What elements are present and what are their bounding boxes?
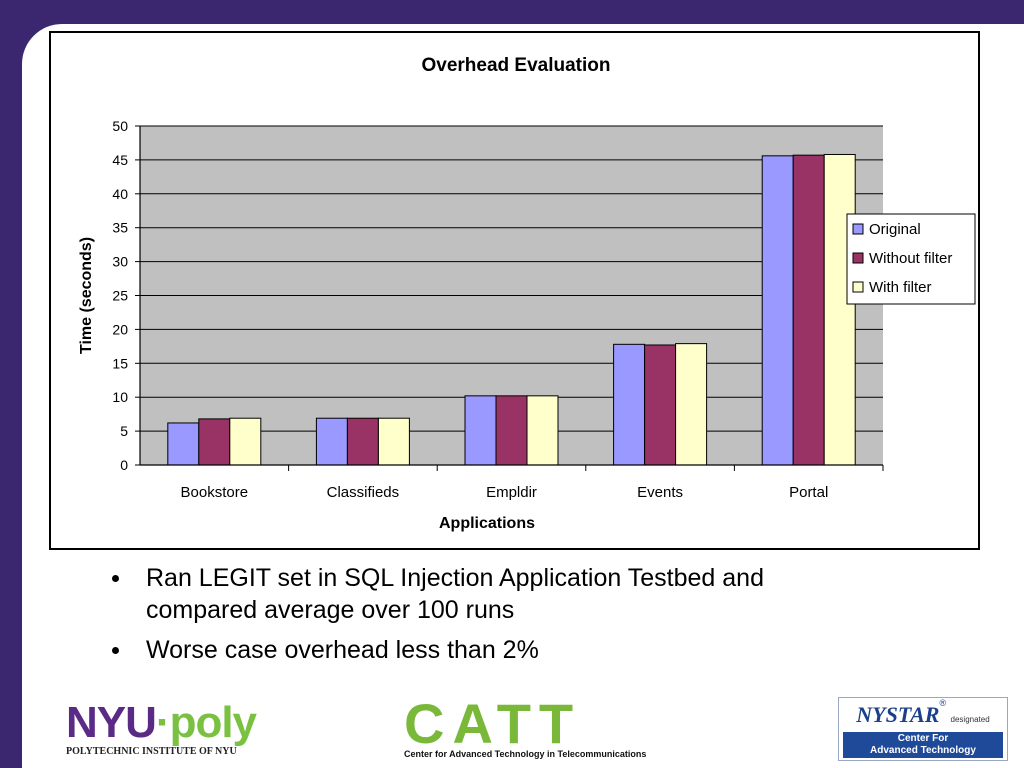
bullet-dot xyxy=(112,575,119,582)
nyu-poly-wordmark: NYU·poly xyxy=(66,698,257,747)
y-tick-label: 0 xyxy=(120,457,128,473)
bar-chart: 0 5 10 15 20 25 30 35 40 45 50 Bookstore Classifieds… xyxy=(78,55,976,532)
x-tick-label: Events xyxy=(637,484,683,501)
legend-box xyxy=(846,213,976,305)
nystar-band: Center For Advanced Technology xyxy=(843,732,1003,758)
chart-frame: 0 5 10 15 20 25 30 35 40 45 50 Bookstore Classifieds… xyxy=(49,31,980,550)
y-tick-label: 5 xyxy=(120,423,128,439)
bullet-text: Worse case overhead less than 2% xyxy=(146,636,539,664)
bar xyxy=(495,395,528,466)
legend-label: Original xyxy=(869,221,921,238)
bar xyxy=(526,395,559,466)
x-axis-title: Applications xyxy=(439,515,535,532)
bullet-dot xyxy=(112,647,119,654)
nystar-logo: NYSTAR® designated Center For Advanced T… xyxy=(838,697,1008,761)
bar xyxy=(377,417,410,466)
y-tick-label: 20 xyxy=(112,321,128,337)
bar xyxy=(198,418,231,466)
bullet-list: Ran LEGIT set in SQL Injection Applicati… xyxy=(112,562,872,674)
bar xyxy=(675,343,708,466)
x-tick-label: Classifieds xyxy=(327,484,400,501)
x-tick-label: Empldir xyxy=(486,484,537,501)
bar xyxy=(346,417,379,466)
nyu-poly-subtitle: POLYTECHNIC INSTITUTE OF NYU xyxy=(66,746,237,757)
bar xyxy=(167,422,200,466)
bullet-text: Ran LEGIT set in SQL Injection Applicati… xyxy=(146,564,764,624)
legend-swatch xyxy=(852,281,864,293)
bar xyxy=(761,155,794,466)
y-tick-label: 35 xyxy=(112,220,128,236)
nystar-wordmark: NYSTAR xyxy=(856,702,940,727)
nystar-line1: Center For xyxy=(897,733,949,744)
bar xyxy=(792,154,825,466)
y-tick-label: 45 xyxy=(112,152,128,168)
x-tick-label: Bookstore xyxy=(181,484,249,501)
bar xyxy=(823,153,856,466)
registered-mark: ® xyxy=(939,698,947,708)
nyu-poly-logo: NYU·poly POLYTECHNIC INSTITUTE OF NYU xyxy=(66,700,257,762)
legend-label: With filter xyxy=(869,279,932,296)
nystar-line2: Advanced Technology xyxy=(870,745,976,756)
nystar-designated: designated xyxy=(950,715,990,724)
bullet-item: Worse case overhead less than 2% xyxy=(112,634,872,666)
y-tick-label: 15 xyxy=(112,355,128,371)
bar xyxy=(315,417,348,466)
y-tick-label: 25 xyxy=(112,288,128,304)
catt-subtitle: Center for Advanced Technology in Teleco… xyxy=(404,749,647,759)
x-tick-label: Portal xyxy=(789,484,828,501)
bar xyxy=(464,395,497,466)
legend-swatch xyxy=(852,223,864,235)
y-tick-label: 10 xyxy=(112,389,128,405)
catt-logo: CATT Center for Advanced Technology in T… xyxy=(402,694,672,764)
catt-wordmark: CATT xyxy=(404,692,582,755)
y-tick-label: 30 xyxy=(112,254,128,270)
bar xyxy=(644,344,677,466)
nystar-header: NYSTAR® designated xyxy=(839,698,1007,732)
y-axis-title: Time (seconds) xyxy=(78,237,95,354)
legend-label: Without filter xyxy=(869,250,952,267)
legend-swatch xyxy=(852,252,864,264)
bar xyxy=(613,343,646,466)
bullet-item: Ran LEGIT set in SQL Injection Applicati… xyxy=(112,562,872,626)
y-tick-label: 40 xyxy=(112,186,128,202)
chart-title: Overhead Evaluation xyxy=(421,55,610,76)
bar xyxy=(229,417,262,466)
y-tick-label: 50 xyxy=(112,118,128,134)
